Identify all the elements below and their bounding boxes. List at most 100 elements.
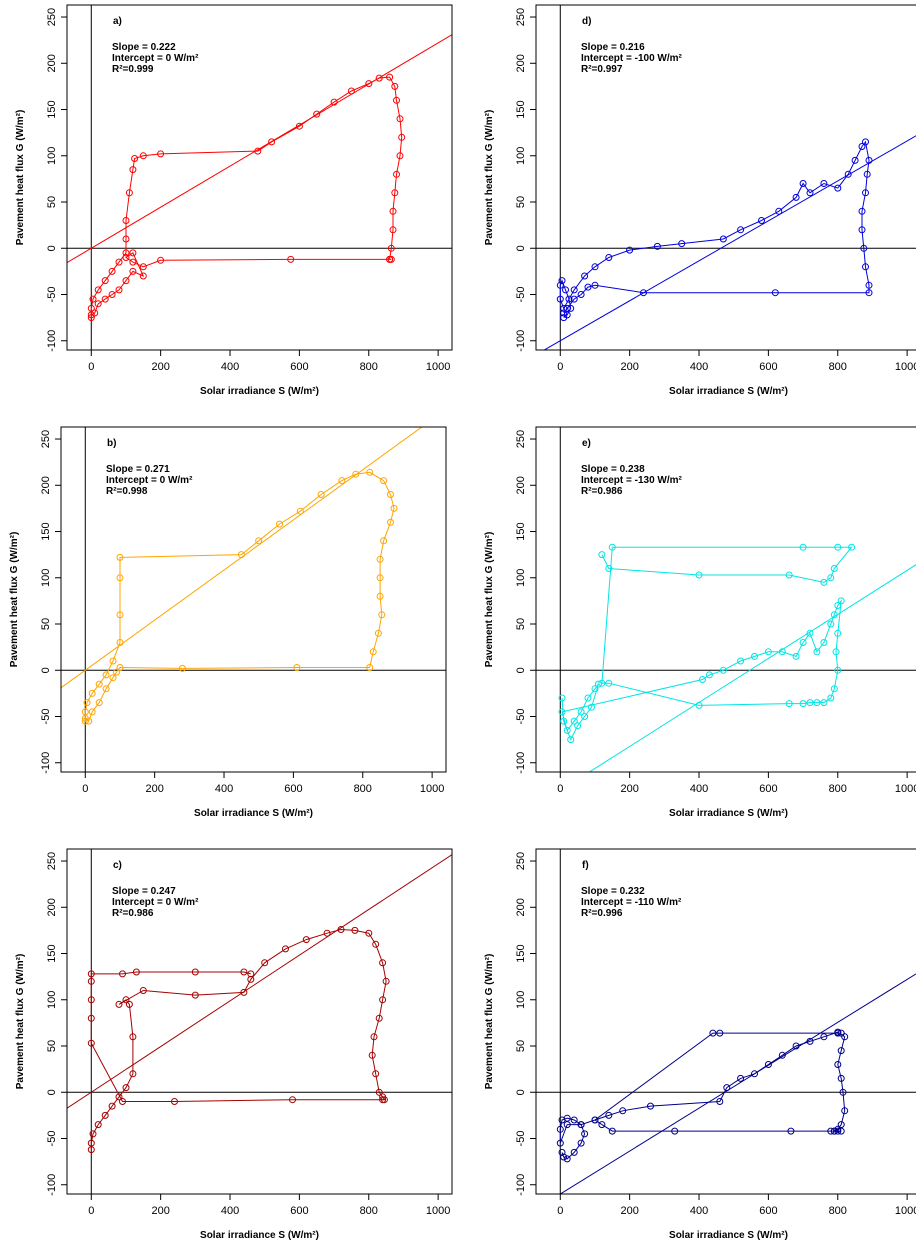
data-point	[834, 602, 842, 609]
data-point	[737, 226, 745, 234]
data-point	[709, 1029, 717, 1037]
data-point	[839, 1088, 847, 1096]
data-point	[719, 235, 727, 243]
data-point	[396, 115, 404, 123]
data-point	[678, 240, 686, 248]
data-point	[837, 1047, 845, 1055]
data-point	[588, 703, 595, 711]
panel-label: a)	[113, 16, 122, 27]
data-point	[382, 977, 390, 985]
data-point	[109, 657, 117, 665]
y-tick-label: -50	[46, 1131, 58, 1147]
data-point	[563, 304, 571, 312]
data-point	[276, 520, 283, 528]
y-tick-label: 200	[515, 898, 527, 916]
y-axis-title: Pavement heat flux G (W/m²)	[484, 532, 495, 668]
data-point	[366, 468, 374, 476]
regression-line	[543, 135, 916, 350]
y-tick-label: 200	[515, 476, 527, 494]
data-point	[109, 674, 117, 682]
data-point	[261, 959, 269, 967]
y-tick-label: 200	[515, 54, 527, 72]
data-point	[115, 258, 123, 266]
x-tick-label: 800	[354, 783, 372, 795]
data-point	[653, 242, 661, 250]
annotation-text: R²=0.999	[112, 64, 154, 75]
data-point	[352, 470, 360, 478]
data-point	[591, 1116, 599, 1124]
data-point	[122, 996, 130, 1004]
data-point	[806, 1037, 814, 1045]
panel-label: d)	[582, 16, 591, 27]
x-tick-label: 600	[759, 1205, 777, 1217]
x-tick-label: 400	[690, 361, 708, 373]
y-tick-label: -50	[515, 709, 527, 725]
data-point	[378, 611, 386, 619]
data-point	[565, 295, 573, 303]
data-point	[372, 1070, 380, 1078]
data-point	[338, 477, 346, 485]
data-point	[94, 286, 102, 294]
x-tick-label: 1000	[895, 1205, 916, 1217]
x-tick-label: 600	[759, 783, 777, 795]
x-tick-label: 400	[221, 1205, 239, 1217]
data-point	[372, 940, 380, 948]
plot-frame	[535, 4, 916, 351]
panel-label: c)	[113, 860, 122, 871]
data-point	[122, 1084, 130, 1092]
data-point	[366, 664, 374, 671]
y-tick-label: -100	[515, 752, 527, 774]
data-point	[771, 289, 779, 297]
data-point	[813, 699, 821, 707]
data-point	[95, 699, 103, 707]
data-point	[577, 1121, 585, 1129]
plot-frame	[535, 426, 916, 773]
data-point	[108, 291, 116, 298]
data-point	[122, 277, 130, 285]
data-point	[591, 281, 599, 289]
data-point	[116, 553, 124, 561]
series-line	[90, 76, 403, 318]
data-point	[129, 258, 137, 266]
y-tick-label: 0	[46, 245, 58, 251]
data-point	[129, 249, 137, 257]
annotation-text: Intercept = 0 W/m²	[106, 475, 193, 486]
x-tick-label: 1000	[895, 783, 916, 795]
data-point	[751, 652, 758, 660]
data-point	[558, 694, 566, 702]
y-tick-label: -100	[46, 1174, 58, 1196]
data-point	[87, 977, 95, 985]
data-point	[598, 551, 606, 559]
data-point	[370, 1033, 378, 1041]
y-tick-label: -50	[515, 1131, 527, 1147]
data-point	[240, 968, 248, 976]
x-tick-label: 600	[759, 361, 777, 373]
data-point	[101, 277, 109, 285]
data-point	[282, 945, 289, 953]
data-point	[379, 1096, 387, 1104]
y-tick-label: 0	[515, 245, 527, 251]
data-point	[581, 1130, 589, 1138]
data-point	[122, 235, 130, 243]
y-tick-label: 250	[46, 852, 58, 870]
data-point	[851, 156, 859, 164]
panel-d: 0 200 400 600 800 1000 -100 -50 0 50 100 150 200 250 S…	[484, 4, 916, 397]
y-tick-label: -50	[515, 287, 527, 303]
data-point	[827, 620, 835, 628]
y-tick-label: 150	[46, 944, 58, 962]
data-point	[862, 138, 869, 146]
data-point	[591, 685, 599, 693]
data-point	[570, 286, 578, 294]
data-point	[94, 300, 102, 308]
y-tick-label: 250	[515, 852, 527, 870]
data-point	[626, 246, 634, 254]
data-point	[751, 1070, 758, 1078]
data-point	[558, 277, 566, 285]
data-point	[560, 304, 568, 312]
y-tick-label: -50	[40, 709, 52, 725]
plot-frame	[66, 848, 453, 1195]
y-axis-title: Pavement heat flux G (W/m²)	[9, 532, 20, 668]
y-tick-label: 100	[46, 147, 58, 165]
data-point	[122, 217, 130, 224]
x-axis-title: Solar irradiance S (W/m²)	[194, 808, 313, 819]
